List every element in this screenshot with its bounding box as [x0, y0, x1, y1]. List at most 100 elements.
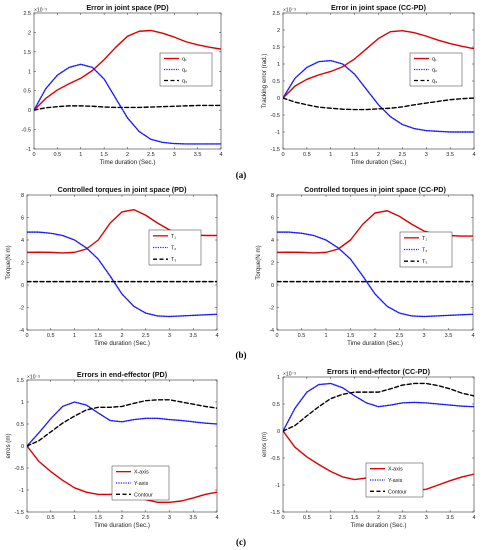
legend: T₁ T₂ T₃ — [148, 229, 202, 266]
x-tick-label: 1.5 — [347, 333, 355, 339]
series-line-2 — [283, 59, 474, 133]
y-tick-label: 4 — [21, 238, 24, 244]
x-tick-label: 0 — [281, 515, 284, 521]
x-tick-label: 1.5 — [100, 152, 108, 158]
y-tick-label: 0 — [21, 283, 24, 289]
y-tick-label: 8 — [21, 193, 24, 199]
y-tick-label: 4 — [271, 238, 274, 244]
x-tick-label: 4 — [215, 333, 218, 339]
legend-label: T₁ — [422, 236, 427, 242]
y-tick-label: 6 — [21, 216, 24, 222]
x-tick-label: 1 — [329, 152, 332, 158]
x-tick-label: 3.5 — [189, 515, 197, 521]
chart-title: Error in joint space (CC-PD) — [331, 3, 427, 12]
y-axis-label: Tracking error (rad.) — [261, 54, 268, 109]
chart-title: Errors in end-effector (PD) — [77, 370, 168, 379]
y-tick-label: 2 — [277, 28, 280, 34]
x-axis-label: Time duration (Sec.) — [94, 522, 150, 529]
x-tick-label: 1.5 — [94, 333, 102, 339]
series-line-3 — [34, 104, 221, 111]
y-tick-label: -1.5 — [271, 147, 280, 153]
y-tick-label: 0.5 — [272, 402, 280, 408]
x-tick-label: 3.5 — [194, 152, 202, 158]
chart-title: Controlled torques in joint space (CC-PD… — [304, 185, 446, 194]
x-tick-label: 4 — [471, 333, 474, 339]
chart-panel: 0 0.5 1 1.5 2 2.5 3 3.5 4 -4 -2 0 2 4 6 8 Controlled tor… — [5, 185, 219, 347]
legend: X-axis Y-axis Contour — [365, 462, 424, 498]
y-axis-label: erros (m) — [5, 433, 12, 458]
y-tick-label: 0 — [277, 96, 280, 102]
x-tick-label: 3 — [425, 515, 428, 521]
x-tick-label: 0 — [25, 515, 28, 521]
y-tick-label: -4 — [19, 328, 24, 334]
y-tick-label: 6 — [271, 216, 274, 222]
x-tick-label: 0 — [281, 152, 284, 158]
legend-label: q₂ — [182, 68, 187, 74]
x-axis-label: Time duration (Sec.) — [100, 159, 156, 166]
x-tick-label: 1 — [324, 333, 327, 339]
x-tick-label: 1.5 — [94, 515, 102, 521]
legend-label: T₃ — [422, 259, 427, 265]
x-tick-label: 2.5 — [147, 152, 155, 158]
x-tick-label: 3.5 — [445, 333, 453, 339]
legend-label: T₁ — [171, 234, 176, 240]
y-tick-label: 1 — [277, 62, 280, 68]
legend-label: T₂ — [422, 248, 427, 254]
x-tick-label: 2.5 — [142, 333, 150, 339]
series-line-3 — [283, 382, 474, 432]
legend-label: q₃ — [182, 79, 187, 85]
chart-panel: 0 0.5 1 1.5 2 2.5 3 3.5 4-1-0.500.511.522.5×10⁻³… — [22, 3, 223, 166]
x-tick-label: 2.5 — [142, 515, 150, 521]
y-tick-label: 1 — [277, 375, 280, 381]
y-axis-label: Torque(N m) — [255, 245, 262, 279]
y-tick-label: -0.5 — [15, 466, 24, 472]
x-tick-label: 4 — [219, 152, 222, 158]
x-tick-label: 0.5 — [47, 333, 55, 339]
series-line-2 — [277, 231, 473, 318]
x-tick-label: 0.5 — [298, 333, 306, 339]
y-tick-label: 1.5 — [16, 378, 24, 384]
x-axis-label: Time duration (Sec.) — [94, 340, 150, 347]
series-line-3 — [283, 97, 474, 111]
series-line-1 — [34, 29, 221, 111]
x-tick-label: 4 — [472, 515, 475, 521]
y-tick-label: 0 — [271, 283, 274, 289]
legend-label: q₂ — [432, 68, 437, 74]
panel-label-a: (a) — [236, 170, 247, 180]
y-tick-label: 0 — [28, 108, 31, 114]
x-tick-label: 1 — [73, 333, 76, 339]
panel-label-c: (c) — [236, 537, 246, 547]
x-tick-label: 2 — [377, 515, 380, 521]
x-tick-label: 3 — [168, 515, 171, 521]
series-line-1 — [283, 29, 474, 99]
x-tick-label: 1.5 — [351, 152, 359, 158]
y-tick-label: 0.5 — [23, 89, 31, 95]
y-tick-label: -2 — [19, 306, 24, 312]
axis-exponent: ×10⁻³ — [283, 372, 296, 378]
panel-label-b: (b) — [236, 350, 247, 360]
axis-exponent: ×10⁻³ — [34, 8, 47, 14]
series-line-3 — [27, 399, 217, 447]
y-tick-label: -4 — [269, 328, 274, 334]
x-tick-label: 3.5 — [189, 333, 197, 339]
y-axis-label: erros (m) — [261, 432, 268, 457]
x-tick-label: 3 — [422, 333, 425, 339]
x-tick-label: 2 — [120, 515, 123, 521]
legend: q₁ q₂ q₃ — [159, 52, 213, 87]
y-tick-label: -1 — [275, 130, 280, 136]
legend-label: Y-axis — [134, 481, 149, 487]
y-tick-label: -1 — [26, 147, 31, 153]
x-tick-label: 3 — [425, 152, 428, 158]
x-tick-label: 0.5 — [47, 515, 55, 521]
x-tick-label: 0.5 — [303, 515, 311, 521]
legend-label: X-axis — [134, 470, 149, 476]
x-tick-label: 2 — [126, 152, 129, 158]
legend-label: q₁ — [432, 57, 437, 63]
x-axis-label: Time duration (Sec.) — [347, 340, 403, 347]
y-tick-label: 0.5 — [272, 79, 280, 85]
legend: T₁ T₂ T₃ — [399, 231, 453, 268]
x-tick-label: 1.5 — [351, 515, 359, 521]
y-tick-label: -1 — [19, 488, 24, 494]
chart-panel: 0 0.5 1 1.5 2 2.5 3 3.5 4-1.5-1-0.500.511.522.5×… — [261, 3, 476, 166]
legend-label: Contour — [388, 489, 407, 495]
